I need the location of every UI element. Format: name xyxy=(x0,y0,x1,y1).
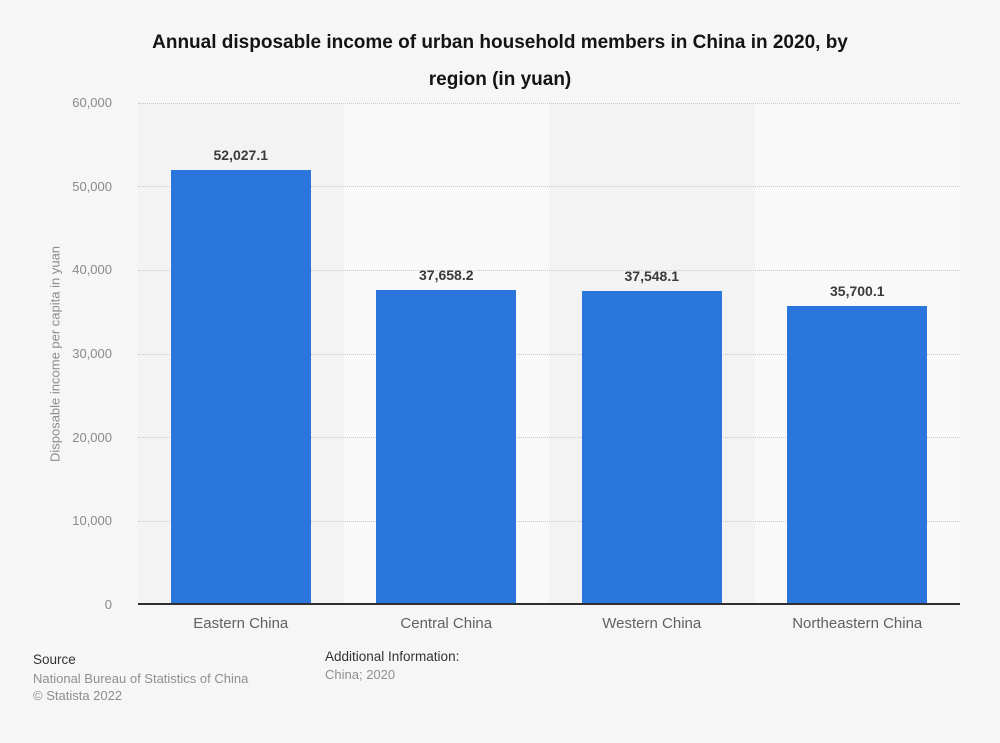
chart-title-line2: region (in yuan) xyxy=(428,69,572,90)
gridline-50000 xyxy=(138,186,960,188)
y-tick-label-10000: 10,000 xyxy=(72,513,112,529)
bar-eastern-china[interactable] xyxy=(170,169,311,605)
x-tick-label-northeastern-china: Northeastern China xyxy=(792,615,923,632)
footer-additional-info: Additional Information: China; 2020 xyxy=(325,648,459,684)
source-name: National Bureau of Statistics of China xyxy=(33,670,249,686)
statista-copyright: © Statista 2022 xyxy=(33,688,123,703)
bar-central-china[interactable] xyxy=(376,289,517,605)
gridline-40000 xyxy=(138,269,960,271)
chart-title-line1: Annual disposable income of urban househ… xyxy=(152,32,848,53)
y-tick-label-60000: 60,000 xyxy=(72,95,112,110)
bar-value-label: 37,548.1 xyxy=(624,267,680,284)
additional-info-label: Additional Information: xyxy=(325,649,460,664)
gridline-30000 xyxy=(138,353,960,355)
bar-value-label: 35,700.1 xyxy=(830,283,885,300)
y-tick-label-30000: 30,000 xyxy=(72,346,112,361)
y-tick-label-40000: 40,000 xyxy=(72,262,112,278)
source-label: Source xyxy=(33,652,76,667)
bar-value-label: 37,658.2 xyxy=(419,266,474,283)
x-tick-label-central-china: Central China xyxy=(400,615,493,632)
bar-value-label: 52,027.1 xyxy=(213,146,269,163)
plot-area: 52,027.1 37,658.2 37,548.1 35,700.1 xyxy=(138,102,960,605)
footer-source: Source National Bureau of Statistics of … xyxy=(33,651,248,705)
gridline-60000 xyxy=(138,102,960,104)
y-tick-label-20000: 20,000 xyxy=(72,429,112,445)
y-tick-label-50000: 50,000 xyxy=(72,178,112,194)
x-tick-label-eastern-china: Eastern China xyxy=(193,615,289,632)
x-axis-line xyxy=(138,603,960,605)
x-tick-label-western-china: Western China xyxy=(602,615,702,632)
gridline-10000 xyxy=(138,520,960,522)
gridline-20000 xyxy=(138,437,960,439)
y-tick-label-0: 0 xyxy=(104,597,112,612)
chart-title: Annual disposable income of urban househ… xyxy=(0,24,1000,98)
bar-western-china[interactable] xyxy=(581,290,722,605)
bar-northeastern-china[interactable] xyxy=(787,306,928,605)
additional-info-value: China; 2020 xyxy=(325,667,396,682)
